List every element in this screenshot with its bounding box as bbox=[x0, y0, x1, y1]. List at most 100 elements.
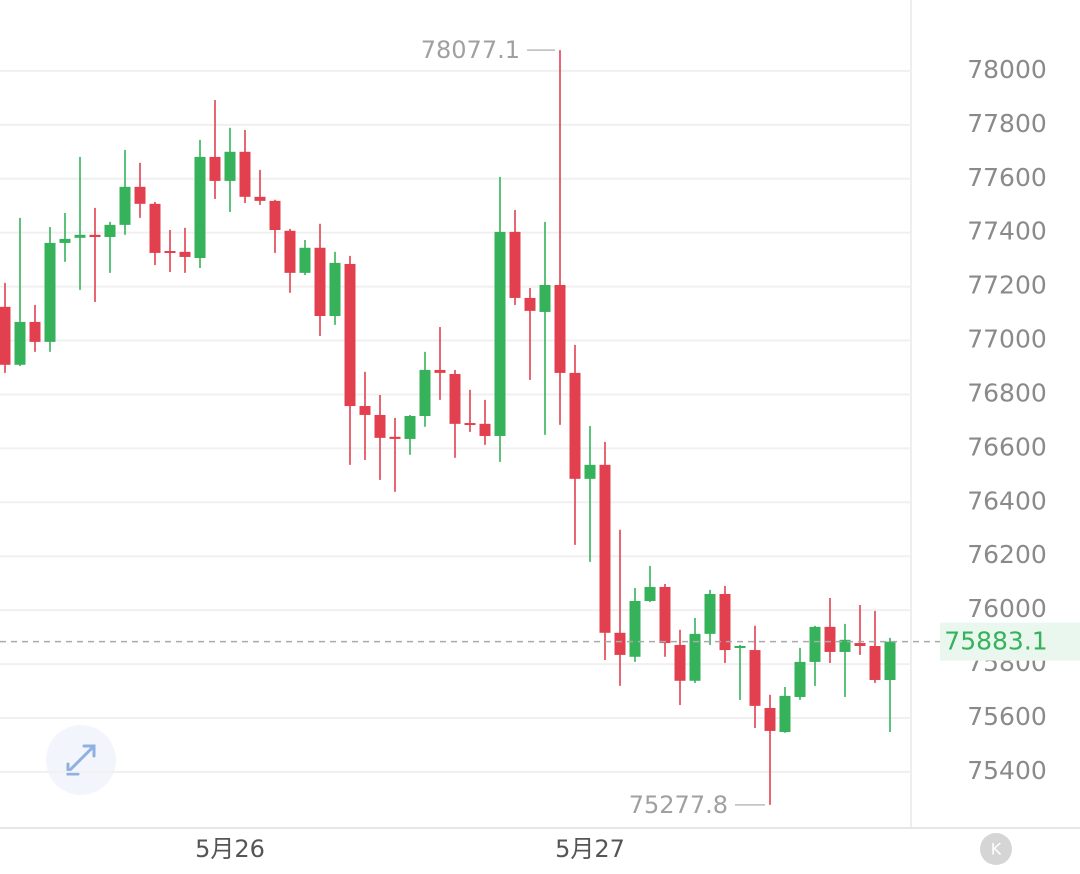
candle-body bbox=[569, 372, 581, 479]
candle-body bbox=[344, 263, 356, 407]
candle-body bbox=[254, 196, 266, 201]
candle-body bbox=[224, 151, 236, 181]
candle-body bbox=[824, 626, 836, 652]
candle bbox=[539, 221, 551, 435]
candle bbox=[29, 304, 41, 352]
candle-body bbox=[89, 234, 101, 237]
candle-body bbox=[509, 231, 521, 298]
candle bbox=[359, 371, 371, 460]
candle-body bbox=[104, 224, 116, 237]
candle-body bbox=[284, 230, 296, 273]
y-tick-label: 76000 bbox=[967, 594, 1047, 623]
candle-body bbox=[854, 643, 866, 647]
candle-body bbox=[419, 369, 431, 417]
candle bbox=[389, 417, 401, 492]
candle-body bbox=[494, 231, 506, 436]
candle-body bbox=[134, 186, 146, 204]
candle bbox=[179, 227, 191, 273]
candle bbox=[284, 228, 296, 293]
candle bbox=[0, 282, 11, 373]
candle bbox=[764, 694, 776, 805]
candle bbox=[659, 583, 671, 657]
candle-body bbox=[614, 632, 626, 655]
candle-body bbox=[674, 644, 686, 681]
badge-text: K bbox=[991, 840, 1002, 859]
badge[interactable]: K bbox=[980, 833, 1012, 865]
candle-body bbox=[599, 464, 611, 633]
candle-body bbox=[839, 639, 851, 652]
candle bbox=[419, 351, 431, 427]
high-label: 78077.1 bbox=[421, 36, 520, 64]
candle-body bbox=[644, 586, 656, 601]
candle-body bbox=[779, 695, 791, 733]
candle-body bbox=[374, 414, 386, 438]
candle bbox=[809, 625, 821, 686]
candle bbox=[839, 623, 851, 697]
candle-body bbox=[269, 200, 281, 230]
candle bbox=[59, 212, 71, 262]
candle-body bbox=[479, 423, 491, 436]
candle-body bbox=[59, 238, 71, 243]
candle bbox=[44, 227, 56, 352]
candle bbox=[464, 389, 476, 432]
y-tick-label: 78000 bbox=[967, 55, 1047, 84]
candle-body bbox=[884, 641, 896, 680]
candle bbox=[209, 100, 221, 199]
candle bbox=[299, 239, 311, 276]
candle bbox=[329, 251, 341, 325]
candle bbox=[854, 605, 866, 655]
candle bbox=[344, 255, 356, 465]
candle-body bbox=[434, 369, 446, 373]
candle-body bbox=[809, 626, 821, 662]
expand-button[interactable] bbox=[46, 725, 116, 795]
candle-body bbox=[29, 321, 41, 342]
candle-body bbox=[629, 600, 641, 657]
candle-body bbox=[464, 423, 476, 426]
candle bbox=[374, 394, 386, 480]
y-tick-label: 76600 bbox=[967, 432, 1047, 461]
candle bbox=[89, 207, 101, 302]
candle-body bbox=[719, 593, 731, 651]
candle-body bbox=[734, 646, 746, 649]
candle bbox=[614, 529, 626, 686]
y-tick-label: 76400 bbox=[967, 486, 1047, 515]
last-price-label: 75883.1 bbox=[944, 627, 1047, 656]
candle bbox=[434, 327, 446, 400]
candle-body bbox=[299, 247, 311, 273]
candle bbox=[869, 610, 881, 683]
candle bbox=[734, 644, 746, 700]
candle bbox=[74, 156, 86, 290]
y-tick-label: 76200 bbox=[967, 540, 1047, 569]
candle bbox=[644, 565, 656, 603]
candle bbox=[704, 589, 716, 645]
badge-bg bbox=[980, 833, 1012, 865]
low-label: 75277.8 bbox=[629, 791, 728, 819]
candle bbox=[479, 399, 491, 445]
candle bbox=[254, 169, 266, 205]
candle-body bbox=[44, 242, 56, 342]
expand-icon bbox=[66, 744, 96, 776]
candle bbox=[164, 229, 176, 273]
y-tick-label: 76800 bbox=[967, 378, 1047, 407]
candle bbox=[449, 369, 461, 458]
y-tick-label: 77800 bbox=[967, 109, 1047, 138]
candle-body bbox=[539, 284, 551, 312]
candle-body bbox=[359, 406, 371, 415]
candle bbox=[314, 223, 326, 336]
candle bbox=[194, 139, 206, 269]
candle bbox=[569, 344, 581, 545]
candle-body bbox=[794, 661, 806, 697]
y-tick-label: 75400 bbox=[967, 756, 1047, 785]
candle bbox=[824, 598, 836, 663]
candle-body bbox=[689, 633, 701, 681]
candle bbox=[269, 199, 281, 253]
candle-body bbox=[74, 234, 86, 238]
candle-body bbox=[194, 156, 206, 259]
candle bbox=[494, 176, 506, 462]
candle-body bbox=[704, 593, 716, 634]
candle-body bbox=[119, 186, 131, 225]
candle-body bbox=[209, 156, 221, 181]
candle-body bbox=[149, 203, 161, 253]
